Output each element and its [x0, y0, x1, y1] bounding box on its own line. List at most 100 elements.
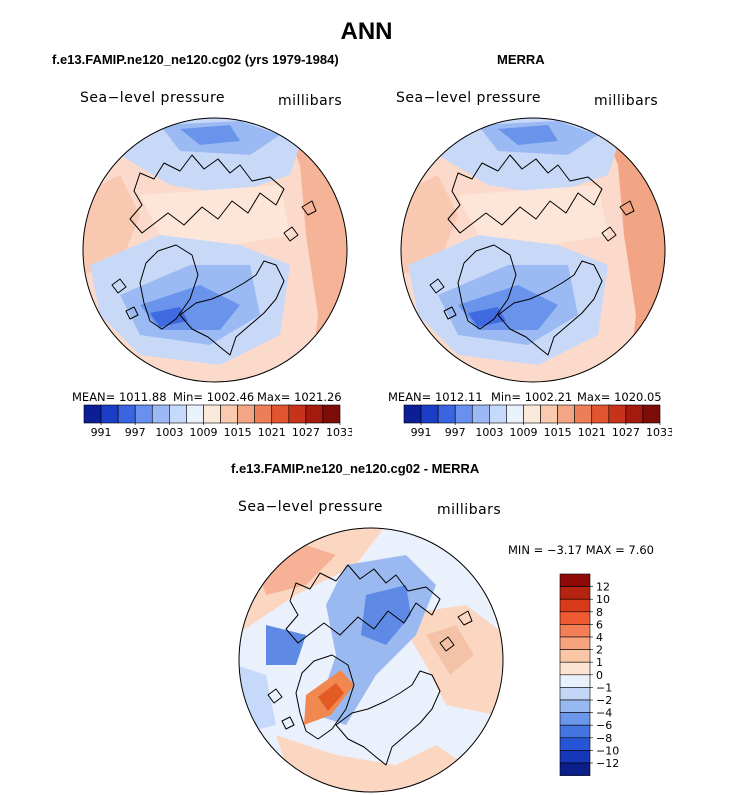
map2-contour-region	[458, 185, 608, 245]
map3-contour-region	[318, 683, 344, 711]
panel3-colorbar-bin	[559, 611, 591, 625]
panel1-colorbar-bin	[237, 404, 255, 424]
map2-coastline	[447, 154, 603, 234]
map1-coastline	[283, 226, 299, 242]
panel2-polar-map	[400, 117, 666, 383]
panel2-min: Min= 1002.21	[491, 390, 573, 404]
panel2-mean: MEAN= 1012.11	[388, 390, 483, 404]
map2-coastline	[497, 260, 603, 356]
panel3-colorbar-tick-label: −4	[596, 707, 612, 720]
panel3-colorbar-tick-label: −8	[596, 732, 612, 745]
panel1-colorbar-bin	[100, 404, 119, 424]
panel1-colorbar-bin	[134, 404, 153, 424]
panel2-colorbar-bin	[574, 404, 593, 424]
panel2-colorbar-bin	[454, 404, 473, 424]
panel1-colorbar-bin	[151, 404, 170, 424]
map1-coastline	[139, 244, 199, 330]
map3-coastline	[267, 688, 283, 704]
map2-field	[401, 118, 665, 382]
panel1-colorbar-bin	[305, 404, 324, 424]
panel3-colorbar-bin	[559, 737, 591, 751]
panel3-units-label: millibars	[437, 502, 502, 518]
panel1-colorbar-bin	[288, 404, 307, 424]
panel1-colorbar-bin	[322, 404, 341, 424]
panel1-colorbar: 991 997 1003 1009 1015 1021 1027 1033	[83, 404, 352, 439]
panel2-max: Max= 1020.05	[577, 390, 662, 404]
map1-coastline	[301, 200, 317, 216]
map2-coastline	[457, 244, 517, 330]
panel3-colorbar-tick-label: 2	[596, 644, 603, 657]
panel3-colorbar-bin	[559, 687, 591, 701]
panel2-colorbar-bin	[489, 404, 507, 424]
panel3-variable-label: Sea−level pressure	[238, 499, 384, 515]
map1-field	[83, 118, 347, 382]
panel1-colorbar-bin	[186, 404, 204, 424]
panel2-colorbar-bin	[625, 404, 644, 424]
panel1-colorbar-bin	[83, 404, 102, 424]
map3-coastline	[439, 636, 455, 652]
map3-contour-region	[266, 625, 306, 665]
panel2-colorbar-bin	[591, 404, 610, 424]
panel1-colorbar-bin	[169, 404, 187, 424]
map2-contour-region	[468, 307, 506, 327]
panel3-colorbar-tick-label: −6	[596, 719, 612, 732]
panel2-colorbar-tick-label: 1027	[612, 426, 640, 439]
map3-contour-region	[276, 735, 466, 792]
panel3-minmax: MIN = −3.17 MAX = 7.60	[508, 543, 654, 557]
panel2-colorbar-tick-label: 1021	[578, 426, 606, 439]
panel2-colorbar-tick-label: 997	[445, 426, 466, 439]
panel3-colorbar-tick-label: −10	[596, 744, 619, 757]
panel3-colorbar-bin	[559, 636, 591, 650]
panel2-colorbar-tick-label: 991	[411, 426, 432, 439]
panel3-colorbar-bin	[559, 724, 591, 739]
map2-coastline	[619, 200, 635, 216]
panel2-colorbar-tick-label: 1015	[544, 426, 572, 439]
panel1-colorbar-bin	[220, 404, 238, 424]
panel3-colorbar-bin	[559, 661, 591, 676]
panel1-colorbar-tick-label: 991	[91, 426, 112, 439]
panel3-colorbar-bin	[559, 598, 591, 613]
panel1-colorbar-tick-label: 1003	[155, 426, 183, 439]
panel2-colorbar-bin	[437, 404, 456, 424]
panel3-colorbar-bin	[559, 674, 591, 688]
panel3-colorbar-tick-label: 10	[596, 593, 610, 606]
map3-coastline	[285, 564, 441, 644]
map2-coastline	[429, 278, 445, 294]
panel1-colorbar-tick-label: 1015	[224, 426, 252, 439]
map3-coastline	[457, 610, 473, 626]
panel2-colorbar-tick-label: 1033	[646, 426, 672, 439]
panel1-title: f.e13.FAMIP.ne120_ne120.cg02 (yrs 1979-1…	[52, 52, 339, 67]
panel2-colorbar-bin	[523, 404, 541, 424]
panel2-title: MERRA	[497, 52, 545, 67]
panel1-variable-label: Sea−level pressure	[80, 90, 226, 106]
panel2-variable-label: Sea−level pressure	[396, 90, 542, 106]
panel1-units-label: millibars	[278, 93, 343, 109]
panel1-mean: MEAN= 1011.88	[72, 390, 167, 404]
panel3-colorbar-tick-label: −1	[596, 681, 612, 694]
map3-coastline	[335, 670, 441, 766]
panel1-colorbar-bin	[254, 404, 273, 424]
panel3-colorbar-tick-label: 6	[596, 618, 603, 631]
map2-contour-region	[498, 125, 558, 145]
panel2-colorbar-tick-label: 1009	[509, 426, 537, 439]
panel1-colorbar-bin	[203, 404, 221, 424]
panel2-colorbar-bin	[540, 404, 558, 424]
panel1-max: Max= 1021.26	[257, 390, 342, 404]
map3-coastline	[281, 716, 295, 730]
panel3-polar-map	[238, 527, 504, 793]
panel1-colorbar-bin	[117, 404, 136, 424]
panel1-colorbar-tick-label: 1021	[258, 426, 286, 439]
map3-contour-region	[426, 625, 474, 675]
panel2-units-label: millibars	[594, 93, 659, 109]
map2-coastline	[443, 306, 457, 320]
panel3-title: f.e13.FAMIP.ne120_ne120.cg02 - MERRA	[231, 461, 480, 476]
figure-title: ANN	[340, 18, 393, 45]
panel1-colorbar-tick-label: 1027	[292, 426, 320, 439]
panel3-colorbar-bin	[559, 649, 591, 663]
panel3-colorbar-tick-label: 4	[596, 631, 603, 644]
map3-coastline	[295, 654, 355, 740]
panel1-colorbar-tick-label: 997	[125, 426, 146, 439]
map3-coastlines	[267, 564, 473, 766]
map1-contour-region	[140, 185, 290, 245]
